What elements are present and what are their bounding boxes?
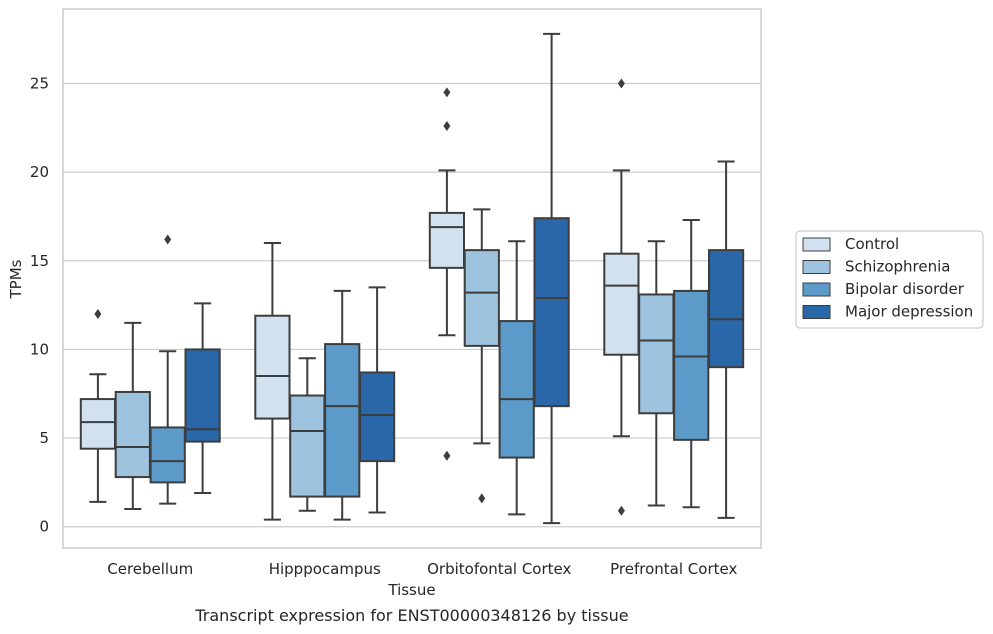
box — [358, 371, 396, 463]
legend: Control Schizophrenia Bipolar disorder Majo… — [795, 230, 984, 329]
box-control — [79, 308, 117, 503]
box — [289, 394, 326, 498]
box-schizophrenia — [638, 240, 675, 507]
box — [603, 252, 640, 356]
box — [324, 343, 361, 498]
y-tick-label: 15 — [30, 252, 49, 270]
box-schizophrenia — [114, 321, 151, 510]
box-major-depression — [184, 302, 221, 495]
legend-label: Major depression — [845, 303, 973, 321]
legend-label: Schizophrenia — [845, 258, 950, 276]
box — [498, 320, 535, 459]
x-tick-label: Hipppocampus — [269, 560, 381, 578]
box — [463, 249, 500, 347]
y-tick-label: 25 — [30, 74, 49, 92]
plot-frame — [62, 8, 762, 549]
legend-label: Bipolar disorder — [845, 280, 965, 298]
box — [254, 314, 291, 420]
box-control — [603, 78, 640, 516]
box-bipolar-disorder — [149, 234, 186, 505]
y-tick-label: 10 — [30, 340, 49, 358]
box-control — [428, 87, 466, 461]
box-bipolar-disorder — [498, 240, 535, 516]
x-axis-ticks: Cerebellum Hipppocampus Orbitofontal Corte… — [107, 560, 737, 578]
legend-swatch — [802, 260, 831, 274]
box-control — [254, 242, 291, 521]
legend-swatch — [802, 305, 831, 319]
box-bipolar-disorder — [673, 218, 710, 509]
box-major-depression — [533, 32, 570, 525]
outlier-marker — [443, 87, 451, 98]
box-bipolar-disorder — [324, 289, 361, 521]
box-groups — [79, 32, 745, 525]
legend-frame — [795, 230, 984, 329]
box-major-depression — [707, 160, 745, 519]
box-schizophrenia — [463, 208, 500, 504]
legend-label: Control — [845, 235, 899, 253]
outlier-marker — [617, 505, 625, 516]
y-axis-label: TPMs — [7, 259, 25, 299]
box — [114, 390, 151, 479]
y-tick-label: 0 — [39, 518, 49, 536]
outlier-marker — [478, 493, 486, 504]
outlier-marker — [94, 308, 102, 319]
box — [184, 348, 221, 443]
figure-caption: Transcript expression for ENST0000034812… — [195, 606, 629, 625]
box — [707, 249, 745, 369]
outlier-marker — [617, 78, 625, 89]
box — [428, 211, 466, 269]
box — [149, 426, 186, 484]
box-schizophrenia — [289, 357, 326, 512]
y-tick-label: 5 — [39, 429, 49, 447]
box — [533, 217, 570, 408]
legend-swatch — [802, 282, 831, 297]
x-tick-label: Orbitofontal Cortex — [427, 560, 571, 578]
legend-swatch — [802, 237, 831, 252]
x-axis-label: Tissue — [387, 581, 435, 599]
x-tick-label: Prefrontal Cortex — [610, 560, 737, 578]
outlier-marker — [443, 450, 451, 461]
outlier-marker — [443, 121, 451, 132]
box — [673, 289, 710, 441]
box — [638, 293, 675, 415]
box-major-depression — [358, 286, 396, 514]
box — [79, 398, 117, 450]
y-axis-ticks: 0 5 10 15 20 25 — [30, 74, 49, 535]
y-tick-label: 20 — [30, 163, 49, 181]
outlier-marker — [164, 234, 172, 245]
x-tick-label: Cerebellum — [107, 560, 193, 578]
